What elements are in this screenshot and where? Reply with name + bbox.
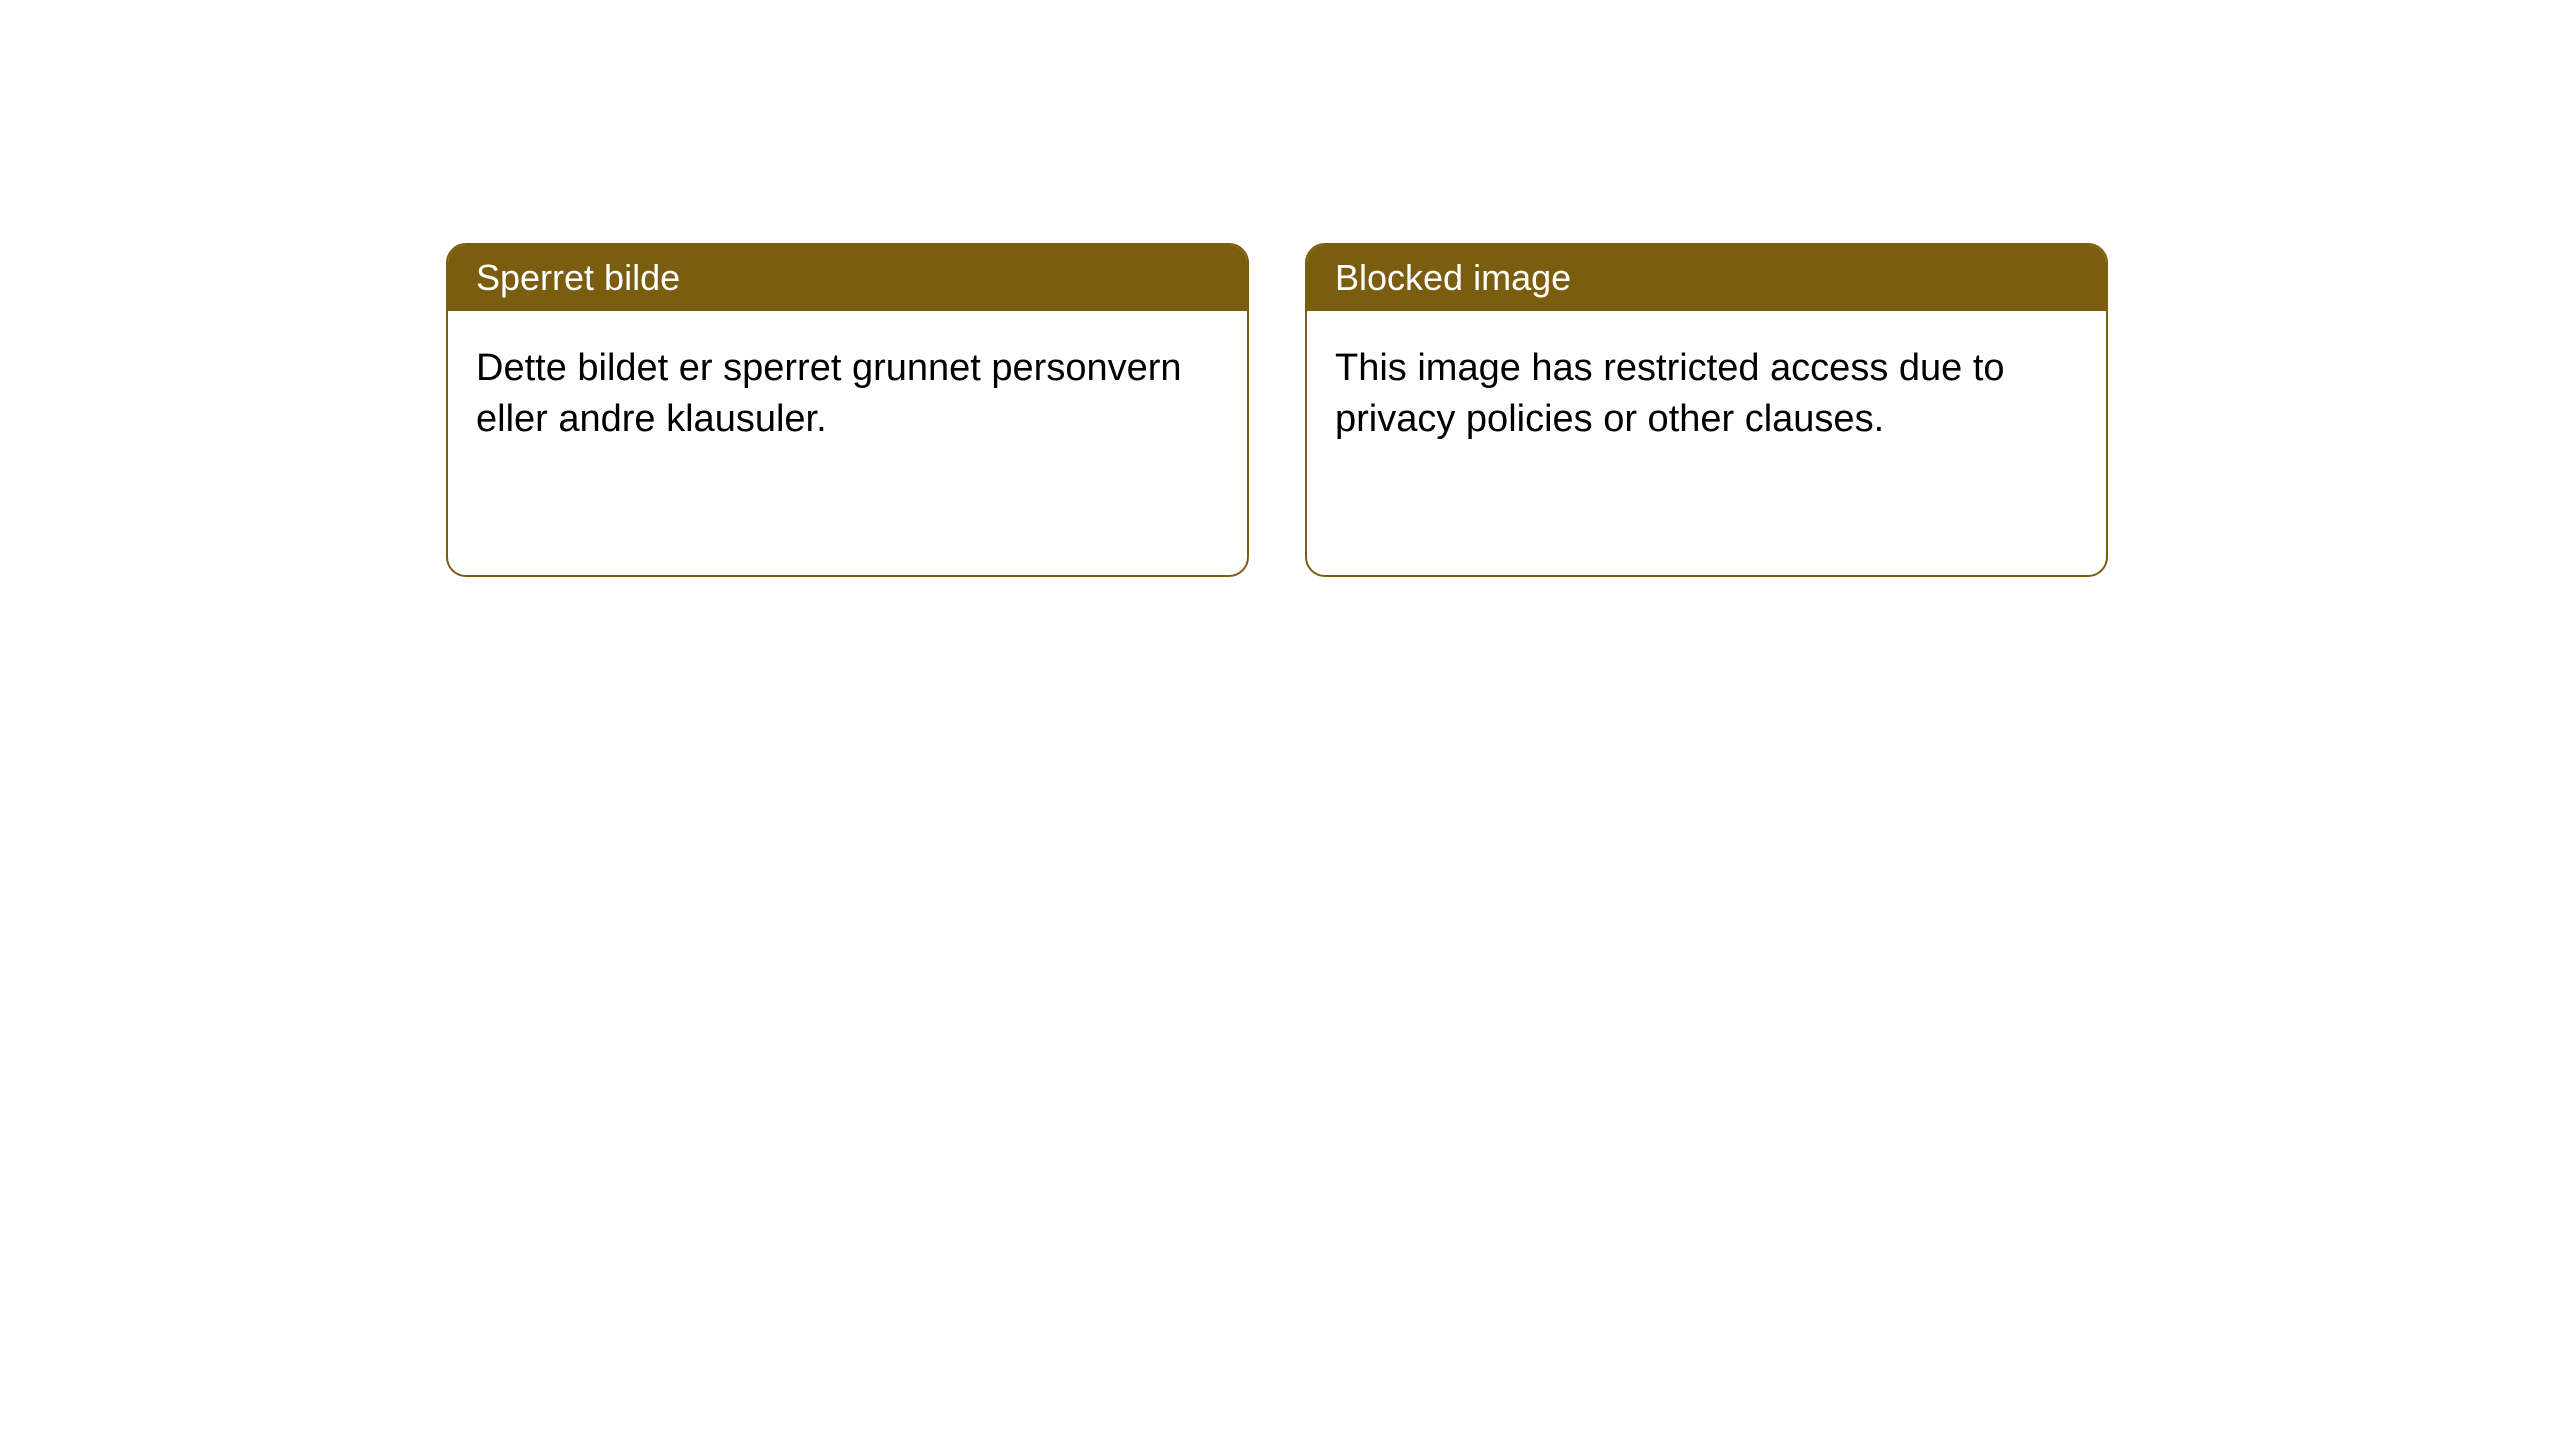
notice-title: Sperret bilde: [476, 257, 680, 298]
notice-body: Dette bildet er sperret grunnet personve…: [448, 311, 1247, 478]
notice-header: Blocked image: [1307, 245, 2106, 311]
notice-card-norwegian: Sperret bilde Dette bildet er sperret gr…: [446, 243, 1249, 577]
notice-container: Sperret bilde Dette bildet er sperret gr…: [446, 243, 2108, 577]
notice-title: Blocked image: [1335, 257, 1571, 298]
notice-message: Dette bildet er sperret grunnet personve…: [476, 347, 1182, 440]
notice-message: This image has restricted access due to …: [1335, 347, 2005, 440]
notice-header: Sperret bilde: [448, 245, 1247, 311]
notice-body: This image has restricted access due to …: [1307, 311, 2106, 478]
notice-card-english: Blocked image This image has restricted …: [1305, 243, 2108, 577]
